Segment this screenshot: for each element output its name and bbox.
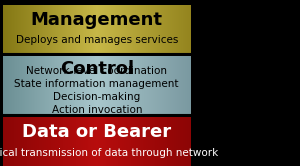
Text: Control: Control (60, 60, 134, 78)
Text: Network-level coordination
State information management
Decision-making
Action i: Network-level coordination State informa… (14, 66, 179, 115)
Text: Data or Bearer: Data or Bearer (22, 123, 171, 141)
Text: Management: Management (31, 11, 163, 29)
Text: Deploys and manages services: Deploys and manages services (16, 36, 178, 45)
Text: Physical transmission of data through network: Physical transmission of data through ne… (0, 148, 218, 158)
